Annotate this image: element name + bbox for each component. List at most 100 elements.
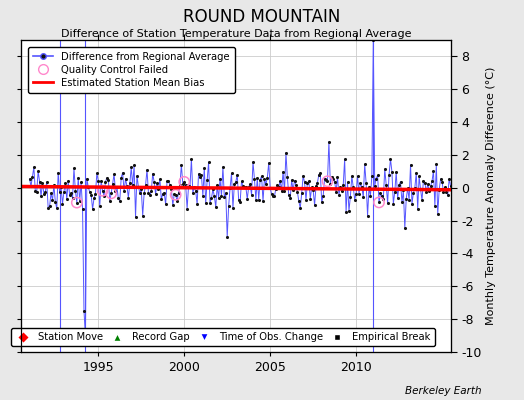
Point (378, 193, 386, 200)
Point (190, 184, 199, 190)
Point (104, 176, 113, 183)
Point (214, 195, 223, 201)
Point (265, 160, 273, 166)
Point (390, 189, 399, 195)
Point (170, 191, 178, 198)
Point (165, 178, 173, 184)
Point (25, 176, 34, 182)
Point (31, 187, 39, 194)
Point (95, 203, 104, 210)
Point (117, 174, 125, 181)
Point (161, 201, 170, 208)
Point (90, 195, 98, 202)
Point (298, 190, 306, 197)
Point (444, 192, 452, 198)
Point (247, 192, 256, 198)
Point (177, 162, 185, 168)
Point (27, 183, 35, 190)
Point (128, 182, 137, 189)
Point (163, 178, 171, 184)
Point (234, 197, 243, 203)
Point (194, 171, 203, 177)
Point (343, 179, 352, 185)
Text: Berkeley Earth: Berkeley Earth (406, 386, 482, 396)
Point (64, 178, 72, 184)
Point (189, 190, 197, 196)
Point (209, 186, 217, 193)
Point (103, 175, 111, 181)
Point (57, 184, 66, 190)
Point (206, 200, 214, 206)
Point (226, 185, 234, 191)
Point (341, 156, 349, 162)
Point (273, 182, 281, 188)
Point (232, 179, 240, 185)
Point (85, 189, 94, 195)
Point (353, 173, 362, 179)
Point (280, 188, 289, 194)
Point (279, 168, 287, 175)
Point (146, 192, 154, 198)
Point (433, 210, 442, 217)
Point (365, 184, 373, 190)
Point (294, 198, 303, 204)
Point (356, 180, 365, 186)
Point (276, 178, 285, 184)
Point (269, 193, 277, 199)
Point (425, 188, 433, 194)
Point (171, 192, 180, 198)
Point (332, 189, 340, 195)
Point (56, 189, 64, 196)
Point (167, 186, 176, 192)
Point (160, 190, 168, 196)
Point (66, 192, 74, 198)
Point (123, 183, 131, 190)
Point (219, 164, 227, 170)
Point (107, 190, 115, 196)
Point (418, 197, 426, 203)
Point (46, 203, 54, 209)
Point (242, 184, 250, 190)
Point (304, 178, 313, 184)
Point (282, 150, 290, 156)
Point (143, 166, 151, 173)
Point (309, 187, 318, 193)
Point (52, 205, 61, 212)
Point (70, 165, 78, 172)
Point (382, 181, 390, 188)
Point (240, 184, 248, 191)
Point (376, 190, 385, 197)
Point (419, 177, 428, 184)
Point (203, 177, 211, 184)
Point (385, 172, 393, 178)
Point (389, 200, 398, 207)
Point (409, 190, 418, 196)
Point (252, 196, 260, 203)
Point (130, 162, 138, 168)
Point (41, 189, 49, 195)
Point (386, 156, 395, 162)
Y-axis label: Monthly Temperature Anomaly Difference (°C): Monthly Temperature Anomaly Difference (… (486, 67, 496, 325)
Point (99, 188, 107, 194)
Point (37, 193, 45, 200)
Point (325, 139, 333, 145)
Point (285, 192, 293, 198)
Point (442, 189, 451, 195)
Point (320, 175, 329, 182)
Point (243, 196, 252, 202)
Point (255, 196, 263, 203)
Point (257, 173, 266, 180)
Point (141, 182, 150, 188)
Point (415, 173, 423, 180)
Point (399, 187, 408, 194)
Point (349, 184, 357, 190)
Point (224, 203, 233, 210)
Point (193, 201, 201, 207)
Point (180, 179, 189, 185)
Point (137, 186, 146, 193)
Point (230, 181, 238, 187)
Point (345, 208, 353, 214)
Point (148, 170, 157, 177)
Point (245, 184, 253, 190)
Point (140, 190, 148, 197)
